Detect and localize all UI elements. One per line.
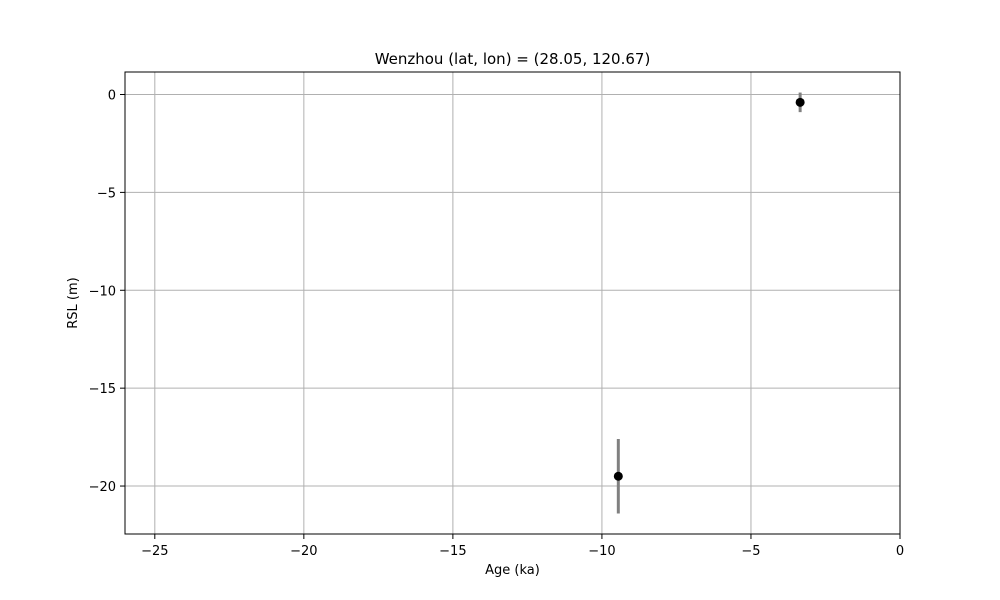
- y-axis-ticks: 0 −5 −10 −15 −20: [89, 89, 125, 495]
- x-tick-label: −25: [141, 544, 168, 559]
- plot-frame: [124, 71, 901, 535]
- x-tick-label: −20: [290, 544, 317, 559]
- chart-title: Wenzhou (lat, lon) = (28.05, 120.67): [375, 50, 651, 68]
- data-point: [613, 471, 623, 481]
- error-bars: [616, 92, 802, 514]
- data-points: [613, 97, 805, 481]
- data-point: [795, 97, 805, 107]
- y-tick-label: 0: [108, 89, 116, 104]
- x-tick-label: −15: [439, 544, 466, 559]
- x-tick-label: −5: [741, 544, 760, 559]
- y-tick-label: −15: [89, 382, 116, 397]
- x-tick-label: −10: [588, 544, 615, 559]
- y-tick-label: −10: [89, 284, 116, 299]
- y-tick-label: −20: [89, 480, 116, 495]
- x-axis-label: Age (ka): [485, 563, 540, 578]
- grid: [125, 72, 901, 534]
- x-axis-ticks: −25 −20 −15 −10 −5 0: [141, 534, 904, 559]
- y-axis-label: RSL (m): [66, 277, 81, 328]
- x-tick-label: 0: [896, 544, 904, 559]
- y-tick-label: −5: [97, 186, 116, 201]
